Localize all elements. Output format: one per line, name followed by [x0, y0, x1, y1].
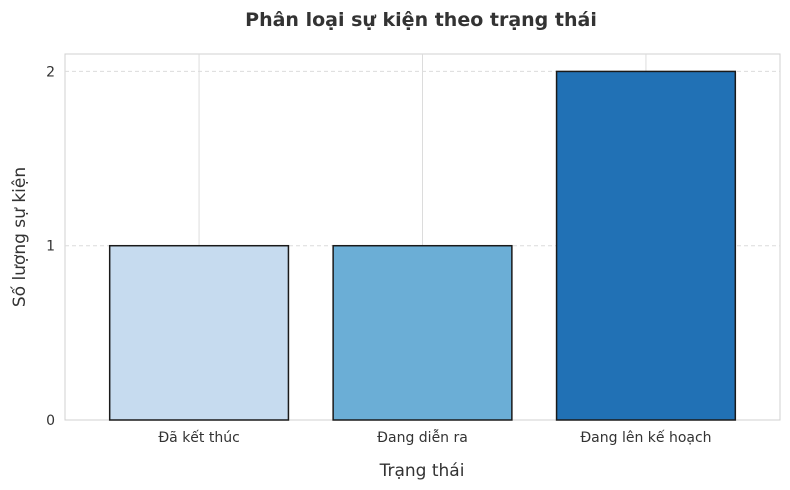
x-tick-label: Đang diễn ra: [377, 429, 468, 446]
chart-title: Phân loại sự kiện theo trạng thái: [245, 9, 597, 31]
x-tick-label: Đang lên kế hoạch: [580, 429, 711, 446]
y-axis-label: Số lượng sự kiện: [9, 167, 30, 307]
y-tick-label: 1: [46, 239, 55, 255]
x-tick-label: Đã kết thúc: [158, 429, 239, 446]
x-axis-label: Trạng thái: [379, 461, 465, 481]
bar-3: [555, 70, 737, 421]
y-tick-label: 2: [46, 64, 55, 80]
y-tick-label: 0: [46, 413, 55, 429]
bar-1: [108, 244, 290, 421]
bar-2: [332, 244, 513, 421]
tick-labels: Đã kết thúc Đang diễn ra Đang lên kế hoạch…: [46, 64, 711, 446]
bars: [108, 70, 737, 421]
